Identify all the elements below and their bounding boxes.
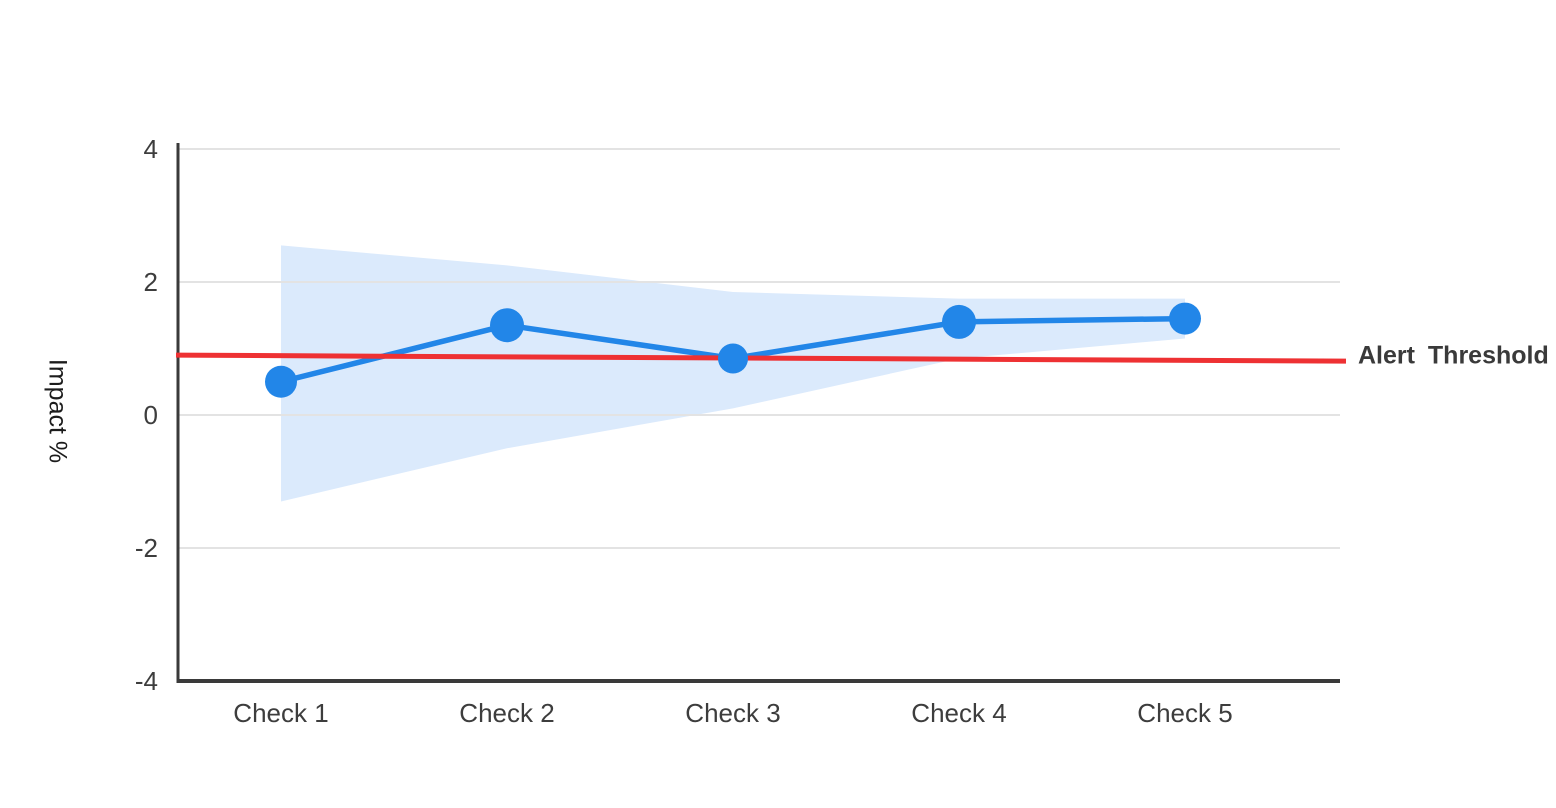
x-tick-label: Check 1 [233,698,328,728]
data-point-check-2 [490,308,524,343]
y-tick-label: 2 [144,267,158,297]
x-tick-label: Check 3 [685,698,780,728]
y-tick-label: 4 [144,134,158,164]
data-point-check-5 [1169,302,1201,335]
x-tick-label: Check 2 [459,698,554,728]
y-tick-label: -2 [135,533,158,563]
x-tick-label: Check 5 [1137,698,1232,728]
data-point-check-1 [265,365,297,398]
alert-threshold-label: Alert Threshold [1358,341,1549,370]
threshold-line [175,352,1347,364]
y-axis-title: Impact % [43,358,72,464]
y-tick-label: 0 [144,400,158,430]
data-point-check-3 [718,343,748,374]
y-tick-label: -4 [135,666,158,696]
data-point-check-4 [942,304,976,339]
x-tick-label: Check 4 [911,698,1006,728]
